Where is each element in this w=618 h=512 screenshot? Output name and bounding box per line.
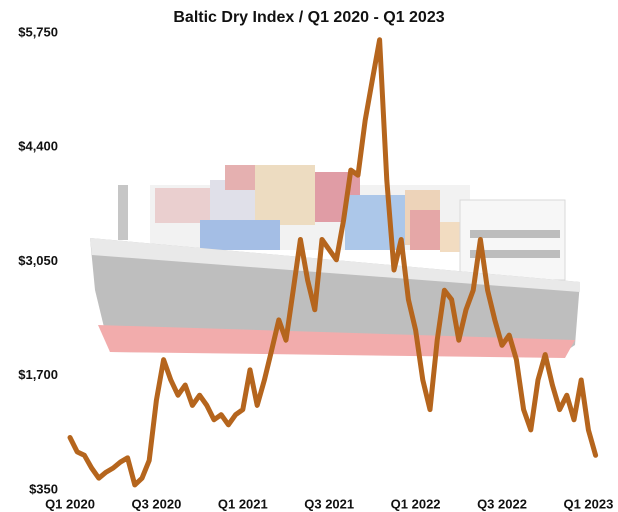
y-tick-label: $1,700 xyxy=(18,367,58,382)
y-tick-label: $5,750 xyxy=(18,24,58,39)
x-tick-label: Q1 2020 xyxy=(45,496,95,511)
x-tick-label: Q3 2022 xyxy=(477,496,527,511)
x-tick-label: Q1 2023 xyxy=(563,496,613,511)
x-tick-label: Q3 2021 xyxy=(304,496,354,511)
chart-title: Baltic Dry Index / Q1 2020 - Q1 2023 xyxy=(173,9,444,26)
y-tick-label: $350 xyxy=(29,481,58,496)
y-tick-label: $3,050 xyxy=(18,253,58,268)
data-line xyxy=(67,37,599,488)
y-tick-label: $4,400 xyxy=(18,139,58,154)
x-tick-label: Q1 2022 xyxy=(391,496,441,511)
x-tick-label: Q1 2021 xyxy=(218,496,268,511)
x-tick-label: Q3 2020 xyxy=(131,496,181,511)
